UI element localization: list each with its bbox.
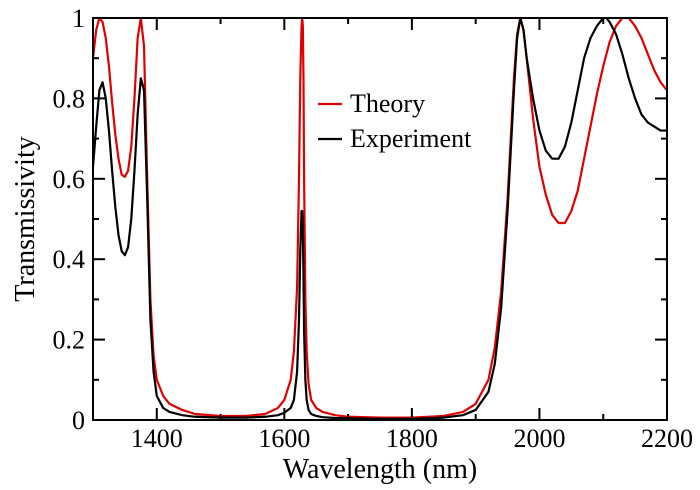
legend: Theory Experiment [318, 89, 472, 153]
y-axis-label: Transmissivity [10, 136, 41, 301]
x-tick-label: 2200 [641, 424, 693, 453]
legend-label-experiment: Experiment [350, 124, 472, 153]
legend-label-theory: Theory [350, 89, 425, 118]
x-tick-label: 1400 [131, 424, 183, 453]
y-tick-label: 1 [72, 4, 85, 33]
x-tick-label: 1600 [258, 424, 310, 453]
x-tick-label: 1800 [386, 424, 438, 453]
series-line-theory [93, 18, 667, 419]
series-layer [93, 18, 667, 420]
y-tick-label: 0.2 [53, 326, 86, 355]
y-tick-label: 0.6 [53, 165, 86, 194]
y-tick-label: 0.4 [53, 245, 86, 274]
ticks-layer: 1400 1600 1800 2000 2200 0 0.2 0.4 0.6 0.8 1 [53, 4, 694, 453]
y-tick-label: 0.8 [53, 84, 86, 113]
x-axis-label: Wavelength (nm) [283, 454, 477, 485]
series-line-experiment [93, 18, 667, 420]
x-tick-label: 2000 [513, 424, 565, 453]
y-tick-label: 0 [72, 406, 85, 435]
